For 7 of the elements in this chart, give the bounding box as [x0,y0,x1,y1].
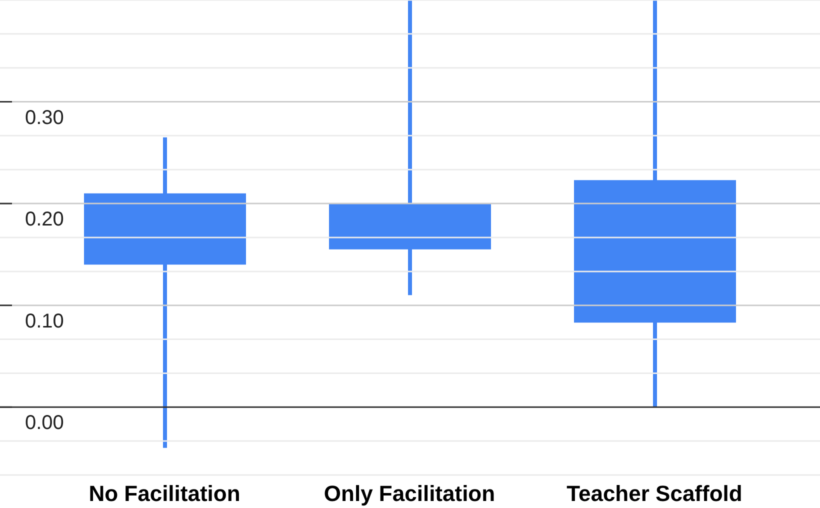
y-tick-label: 0.30 [25,106,64,129]
x-tick-label: No Facilitation [88,481,240,506]
y-tick-label: 0.10 [25,310,64,332]
y-tick-label: 0.00 [25,412,64,434]
x-tick-label: Teacher Scaffold [566,481,742,506]
y-tick-label: 0.20 [25,208,64,231]
x-tick-label: Only Facilitation [324,481,496,506]
